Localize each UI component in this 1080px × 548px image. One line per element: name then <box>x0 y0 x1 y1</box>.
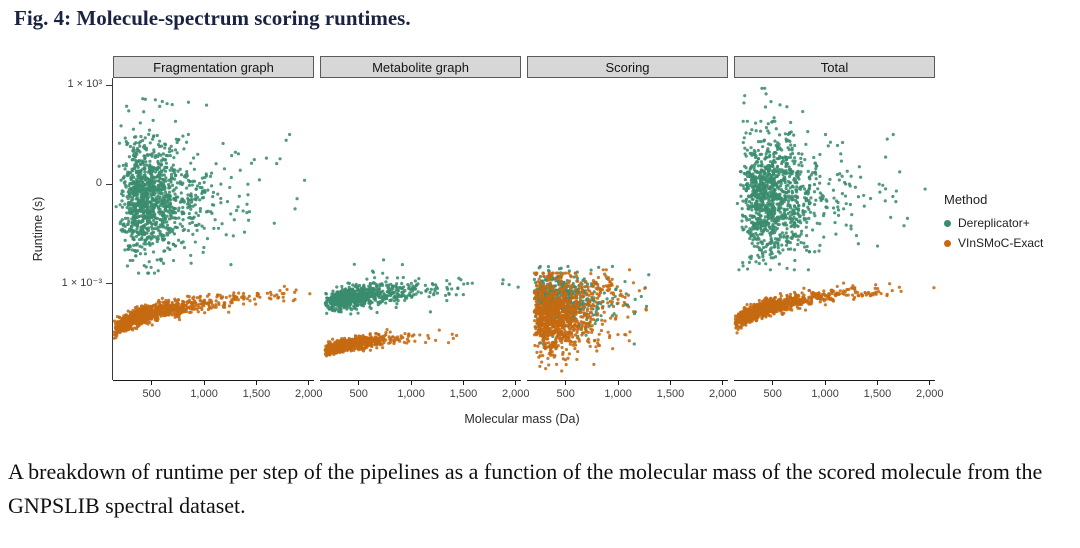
y-tick-label-label: 1 × 10⁻³ <box>61 277 102 289</box>
x-tick-label: 1,000 <box>389 388 433 400</box>
x-tick-label-label: 500 <box>349 388 368 400</box>
x-tick-mark <box>308 380 310 385</box>
x-tick-label-label: 500 <box>142 388 161 400</box>
x-tick-label-label: 2,000 <box>916 388 944 400</box>
x-axis-line <box>320 380 521 382</box>
x-tick-label: 500 <box>544 388 588 400</box>
x-tick-mark <box>876 380 878 385</box>
x-tick-mark <box>617 380 619 385</box>
facet-strip-label: Fragmentation graph <box>153 59 274 75</box>
x-tick-mark <box>410 380 412 385</box>
legend-swatch-icon <box>944 239 951 247</box>
legend-swatch-icon <box>944 219 951 227</box>
legend-items: Dereplicator+ VInSMoC-Exact <box>944 216 1043 250</box>
legend: Method Dereplicator+ VInSMoC-Exact <box>944 192 1043 256</box>
x-tick-label-label: 2,000 <box>502 388 530 400</box>
x-axis-line <box>113 380 314 382</box>
x-tick-label: 500 <box>337 388 381 400</box>
y-tick-label-label: 0 <box>95 177 102 189</box>
x-tick-label: 2,000 <box>908 388 952 400</box>
x-tick-label: 1,000 <box>182 388 226 400</box>
x-tick-mark <box>462 380 464 385</box>
legend-item-label: VInSMoC-Exact <box>958 236 1044 250</box>
x-tick-mark <box>824 380 826 385</box>
y-axis-line <box>112 78 113 380</box>
facet-strip: Fragmentation graph <box>113 56 314 78</box>
x-tick-label-label: 2,000 <box>295 388 323 400</box>
x-axis-title: Molecular mass (Da) <box>464 412 580 426</box>
x-tick-mark <box>722 380 724 385</box>
x-tick-label: 2,000 <box>494 388 538 400</box>
legend-item: Dereplicator+ <box>944 216 1043 230</box>
y-tick-label: 1 × 10³ <box>40 78 102 90</box>
y-tick-mark <box>106 282 112 284</box>
y-tick-label: 0 <box>40 177 102 189</box>
x-tick-mark <box>772 380 774 385</box>
y-tick-label: 1 × 10⁻³ <box>40 276 102 289</box>
x-tick-mark <box>151 380 153 385</box>
x-tick-label-label: 2,000 <box>709 388 737 400</box>
x-tick-mark <box>515 380 517 385</box>
x-tick-label: 2,000 <box>287 388 331 400</box>
x-tick-label: 1,500 <box>441 388 485 400</box>
x-tick-label: 1,000 <box>803 388 847 400</box>
figure-caption: A breakdown of runtime per step of the p… <box>8 459 1043 519</box>
x-axis-line <box>527 380 728 382</box>
x-tick-label-label: 1,500 <box>863 388 892 400</box>
x-tick-label-label: 500 <box>763 388 782 400</box>
x-tick-label-label: 1,500 <box>449 388 478 400</box>
x-tick-mark <box>669 380 671 385</box>
x-tick-label-label: 1,500 <box>656 388 685 400</box>
x-tick-label-label: 500 <box>556 388 575 400</box>
y-tick-mark <box>106 183 112 185</box>
facet-strip-label: Total <box>820 59 849 75</box>
x-tick-label-label: 1,000 <box>397 388 425 400</box>
y-tick-mark <box>106 84 112 86</box>
facet-strip: Metabolite graph <box>320 56 521 78</box>
x-tick-mark <box>358 380 360 385</box>
x-tick-mark <box>255 380 257 385</box>
facet-strip-label: Scoring <box>605 59 650 75</box>
x-tick-label-label: 1,500 <box>242 388 271 400</box>
x-tick-label: 2,000 <box>701 388 745 400</box>
facet-strip-label: Metabolite graph <box>372 59 469 75</box>
x-tick-label: 1,500 <box>855 388 899 400</box>
x-axis-line <box>734 380 935 382</box>
x-tick-label-label: 1,000 <box>811 388 839 400</box>
x-tick-label-label: 1,000 <box>190 388 218 400</box>
legend-item-label: Dereplicator+ <box>958 216 1030 230</box>
legend-item: VInSMoC-Exact <box>944 236 1043 250</box>
legend-title: Method <box>944 192 988 207</box>
y-tick-label-label: 1 × 10³ <box>67 78 102 90</box>
x-tick-label: 1,500 <box>648 388 692 400</box>
x-tick-label: 1,500 <box>234 388 278 400</box>
x-tick-mark <box>565 380 567 385</box>
facet-strip: Total <box>734 56 935 78</box>
x-tick-label-label: 1,000 <box>604 388 632 400</box>
figure-title: Fig. 4: Molecule-spectrum scoring runtim… <box>14 6 411 30</box>
y-axis-title: Runtime (s) <box>31 196 45 262</box>
x-tick-label: 500 <box>751 388 795 400</box>
facet-strip: Scoring <box>527 56 728 78</box>
x-tick-mark <box>929 380 931 385</box>
scatter-plot: 1 × 10³ 0 1 × 10⁻³ Fragmentation graph 500 1,… <box>0 0 1080 445</box>
x-tick-mark <box>203 380 205 385</box>
x-tick-label: 500 <box>130 388 174 400</box>
x-tick-label: 1,000 <box>596 388 640 400</box>
